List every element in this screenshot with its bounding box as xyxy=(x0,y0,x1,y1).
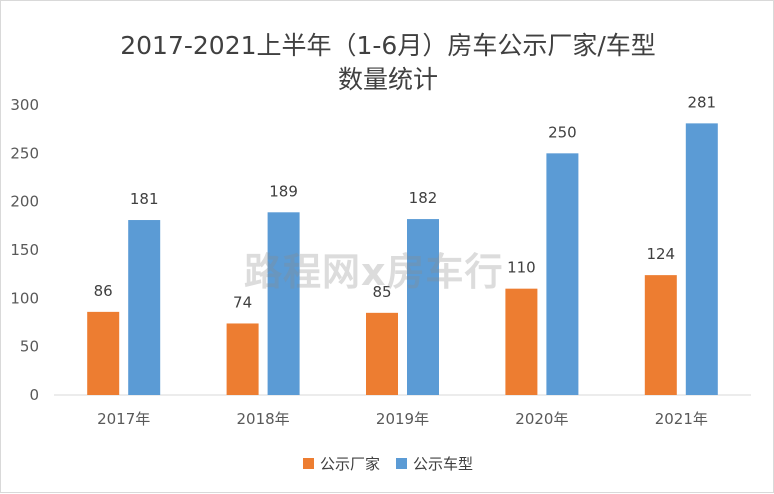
y-tick-label: 150 xyxy=(10,241,39,259)
data-label: 85 xyxy=(372,283,391,301)
y-tick-label: 250 xyxy=(10,144,39,162)
bar xyxy=(226,323,259,395)
legend-label-manufacturers: 公示厂家 xyxy=(319,455,380,473)
watermark: 路程网x房车行 xyxy=(244,250,504,294)
bar xyxy=(644,275,677,395)
bar xyxy=(407,219,439,395)
legend-swatch-models xyxy=(396,458,407,469)
data-label: 110 xyxy=(507,259,536,277)
x-tick-label: 2018年 xyxy=(237,410,290,428)
legend: 公示厂家 公示车型 xyxy=(1,453,774,474)
data-label: 250 xyxy=(548,123,577,141)
x-tick-label: 2020年 xyxy=(515,410,568,428)
data-label: 74 xyxy=(233,293,252,311)
x-tick-label: 2021年 xyxy=(655,410,708,428)
y-tick-label: 300 xyxy=(10,96,39,114)
bar xyxy=(505,288,538,395)
chart-title-line-2: 数量统计 xyxy=(337,65,438,94)
chart-title-line-1: 2017-2021上半年（1-6月）房车公示厂家/车型 xyxy=(120,31,656,60)
legend-item-models[interactable]: 公示车型 xyxy=(396,453,473,474)
y-tick-label: 100 xyxy=(10,289,39,307)
bar xyxy=(128,220,161,395)
y-tick-label: 50 xyxy=(20,338,39,356)
y-tick-label: 0 xyxy=(29,386,39,404)
data-label: 181 xyxy=(130,190,159,208)
x-tick-label: 2017年 xyxy=(97,410,150,428)
data-label: 281 xyxy=(687,93,716,111)
legend-swatch-manufacturers xyxy=(302,458,314,469)
bar xyxy=(685,123,718,395)
legend-label-models: 公示车型 xyxy=(413,455,474,473)
bar xyxy=(87,311,120,395)
y-tick-label: 200 xyxy=(10,193,39,211)
data-label: 124 xyxy=(646,245,675,263)
x-tick-label: 2019年 xyxy=(376,410,429,428)
chart-title: 2017-2021上半年（1-6月）房车公示厂家/车型 数量统计 xyxy=(1,29,774,97)
bar xyxy=(366,312,398,395)
bar xyxy=(267,212,300,395)
data-label: 182 xyxy=(409,189,438,207)
data-label: 189 xyxy=(269,182,298,200)
bar xyxy=(546,153,579,395)
data-label: 86 xyxy=(94,282,113,300)
legend-item-manufacturers[interactable]: 公示厂家 xyxy=(302,453,380,474)
